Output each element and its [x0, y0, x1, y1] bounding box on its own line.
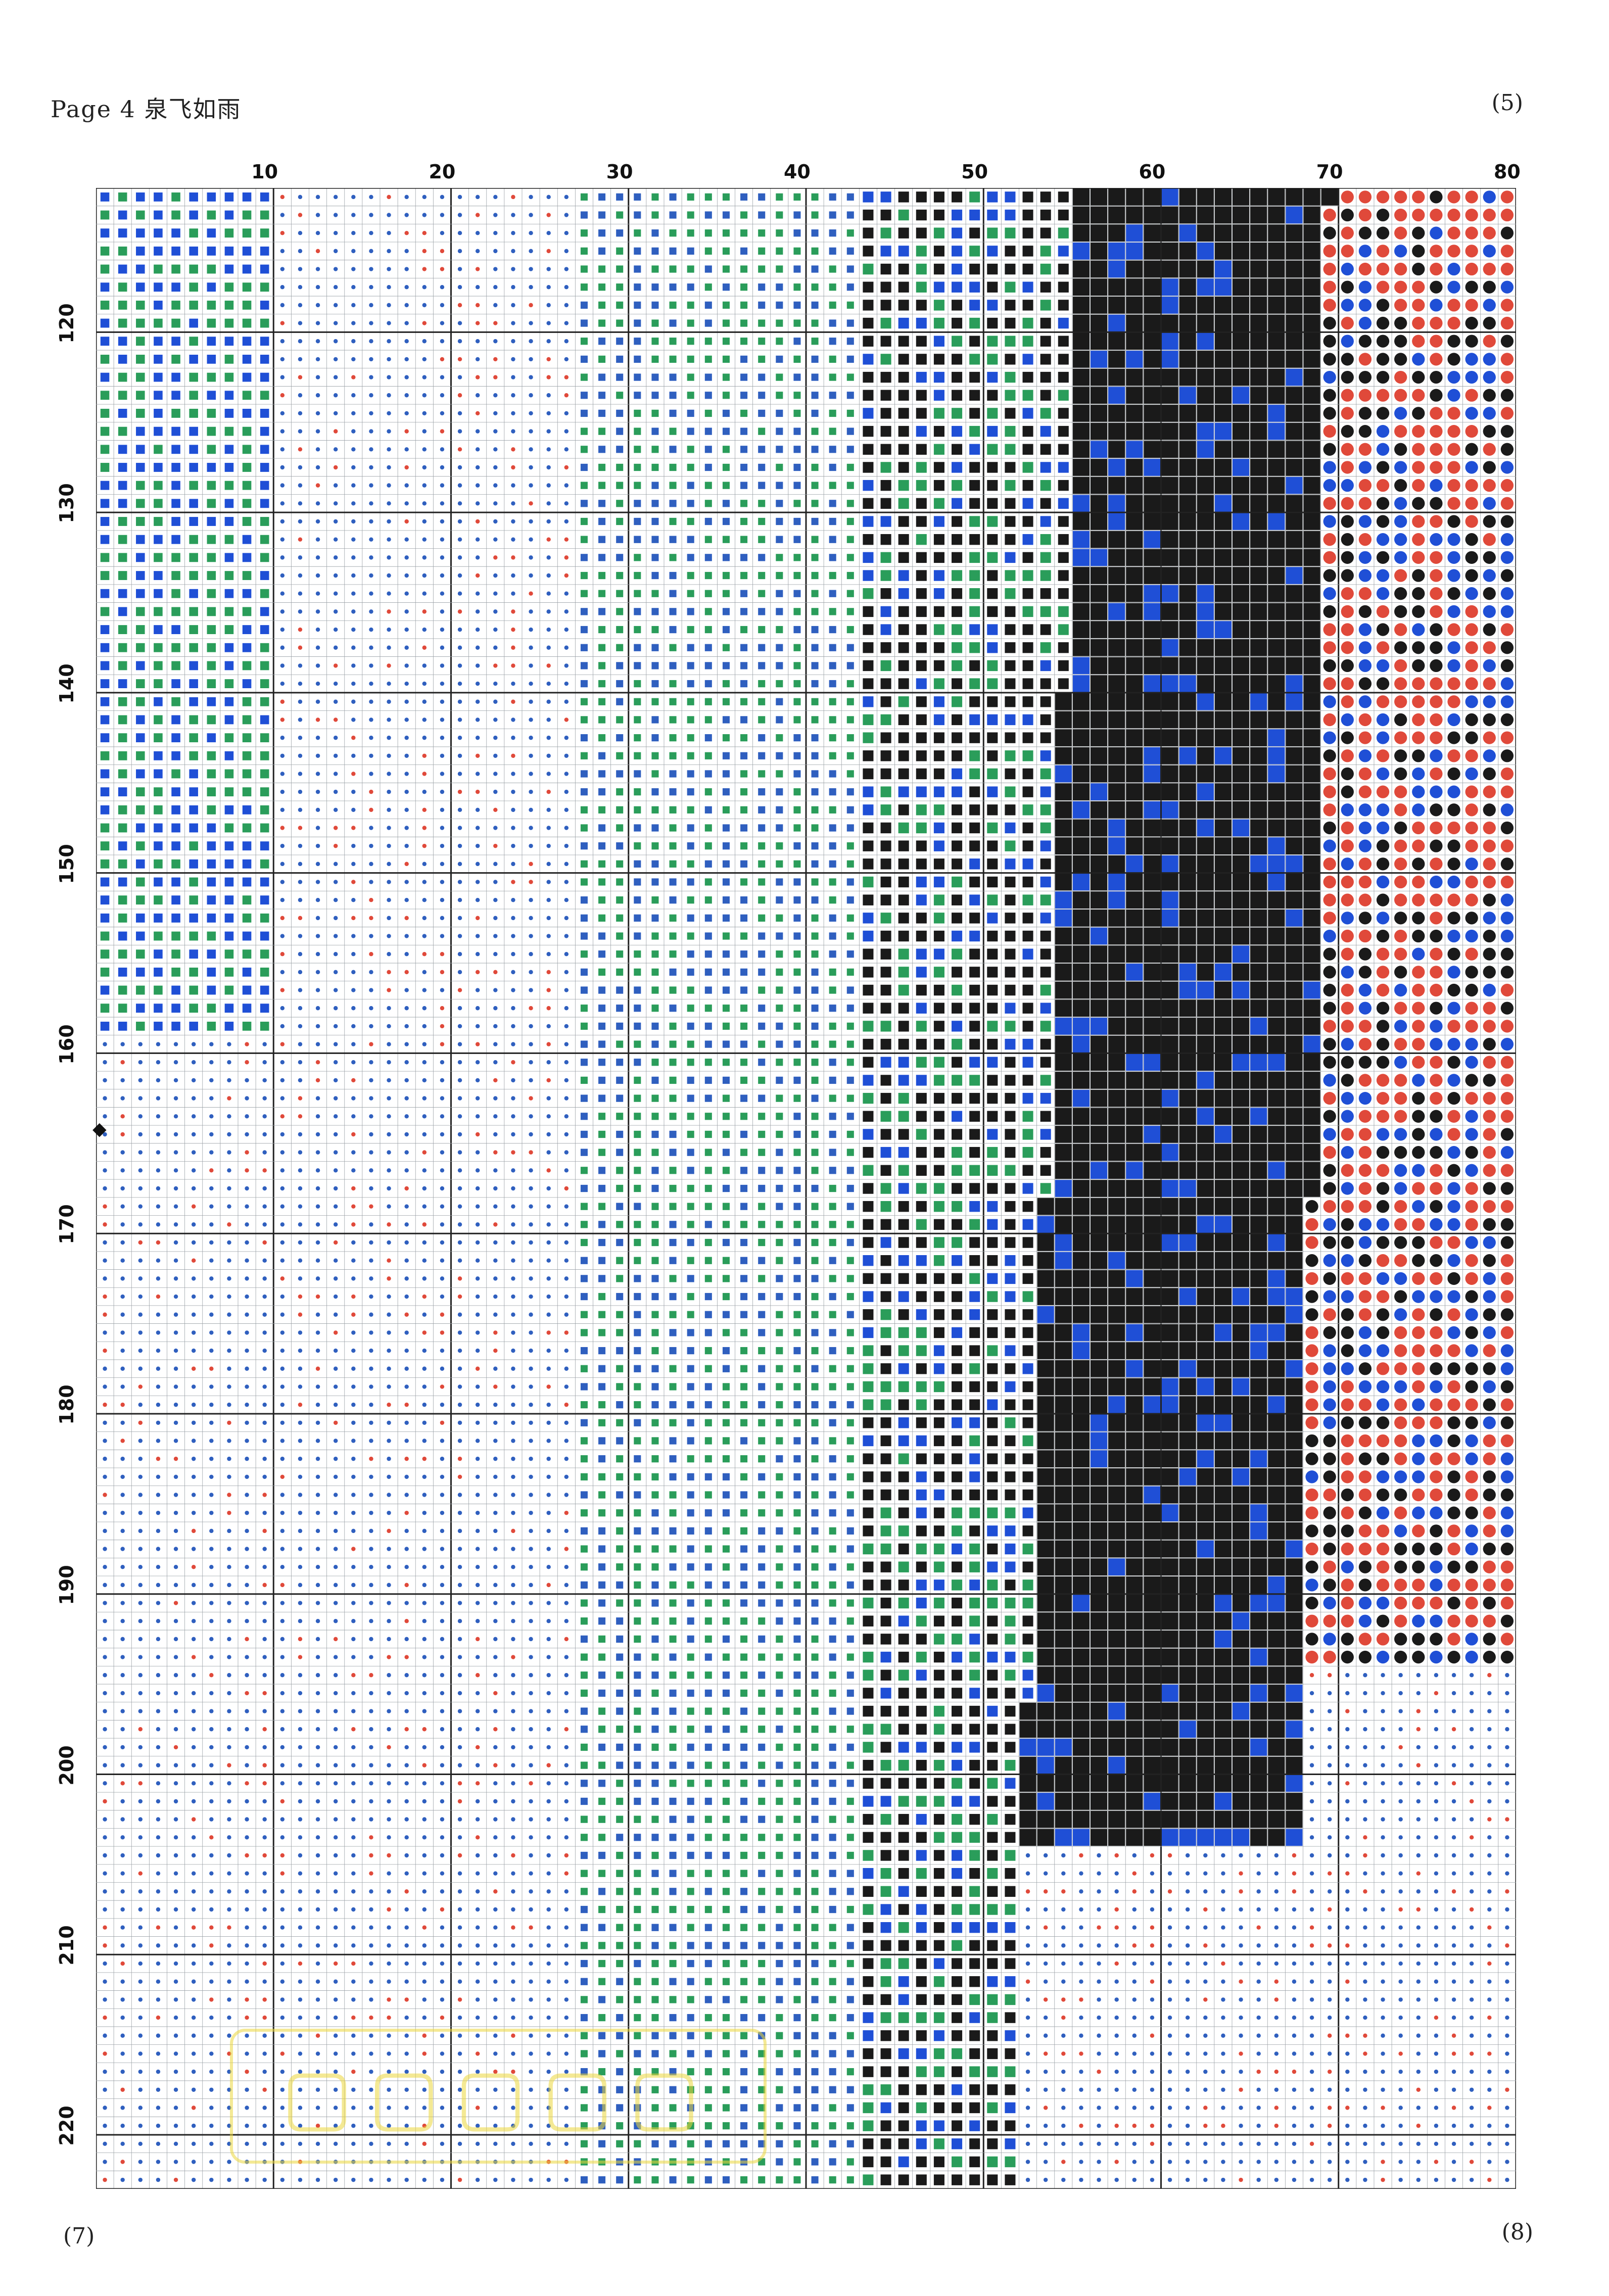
grid-lines	[96, 188, 1516, 2189]
row-number: 120	[56, 303, 78, 344]
column-number: 70	[1316, 161, 1343, 183]
column-number: 20	[429, 161, 456, 183]
row-number: 140	[56, 663, 78, 704]
page-number-bottom-right: (8)	[1501, 2219, 1533, 2245]
row-number: 190	[56, 1565, 78, 1605]
page-number-bottom-left: (7)	[63, 2223, 95, 2249]
column-number: 10	[251, 161, 278, 183]
row-number: 200	[56, 1745, 78, 1786]
stitch-symbols	[100, 188, 1514, 2185]
row-number: 160	[56, 1024, 78, 1065]
row-number: 170	[56, 1204, 78, 1245]
column-number: 40	[783, 161, 811, 183]
row-number: 130	[56, 483, 78, 523]
page-title: Page 4 泉飞如雨	[51, 95, 242, 123]
row-number: 180	[56, 1384, 78, 1425]
watermark-logo: ▢▢▢▢▢	[230, 2029, 767, 2164]
center-arrow-icon: ◆	[92, 1119, 107, 1139]
stitch-pattern-svg	[96, 188, 1516, 2189]
column-number: 50	[961, 161, 988, 183]
column-number: 30	[606, 161, 633, 183]
column-number: 80	[1493, 161, 1521, 183]
row-number: 210	[56, 1925, 78, 1966]
row-number: 220	[56, 2106, 78, 2146]
cross-stitch-grid	[96, 188, 1516, 2189]
column-number: 60	[1139, 161, 1166, 183]
row-number: 150	[56, 844, 78, 884]
page-number-top-right: (5)	[1491, 90, 1523, 116]
